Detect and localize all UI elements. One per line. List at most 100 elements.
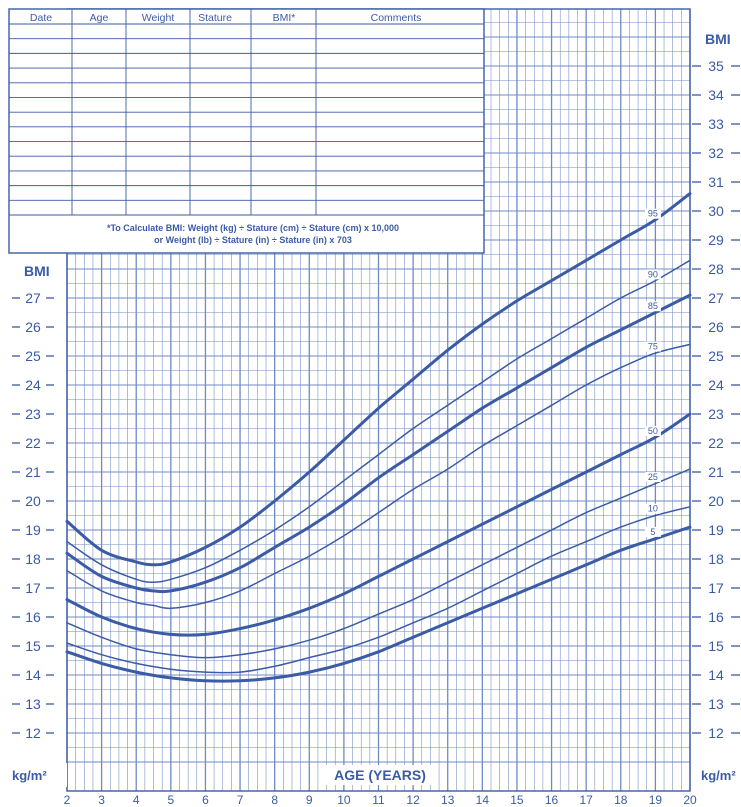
left-tick-box: [12, 464, 48, 480]
right-tick-box: [697, 58, 741, 74]
curve-p50: [65, 412, 692, 637]
left-tick-label: 13: [25, 696, 41, 712]
curve-label-box: [644, 526, 661, 537]
curve-label-box: [644, 472, 661, 483]
right-tick-box: [697, 551, 741, 567]
record-table-background: [8, 8, 485, 254]
left-unit-box: [9, 763, 67, 787]
left-tick-label: 14: [25, 667, 41, 683]
right-tick-label: 21: [708, 464, 724, 480]
curve-label-p85: 85: [648, 301, 658, 311]
x-tick-label: 17: [579, 793, 593, 807]
left-tick-box: [12, 667, 48, 683]
x-tick-label: 10: [337, 793, 351, 807]
right-unit-box: [697, 763, 741, 787]
left-tick-label: 20: [25, 493, 41, 509]
x-tick-label: 2: [64, 793, 71, 807]
right-tick-label: 14: [708, 667, 724, 683]
record-table: Date Age Weight Stature BMI* Comments *T…: [8, 8, 485, 254]
right-tick-box: [697, 406, 741, 422]
bmi-formula-line-2: or Weight (lb) ÷ Stature (in) ÷ Stature …: [154, 235, 352, 245]
left-tick-box: [12, 319, 48, 335]
left-tick-label: 19: [25, 522, 41, 538]
right-tick-box: [697, 145, 741, 161]
curve-p25: [66, 468, 691, 659]
curve-p95: [65, 192, 692, 567]
left-tick-label: 25: [25, 348, 41, 364]
right-tick-box: [697, 377, 741, 393]
x-tick-label: 8: [271, 793, 278, 807]
right-axis-title: BMI: [705, 31, 731, 47]
right-unit-label: kg/m²: [701, 768, 736, 783]
right-tick-label: 33: [708, 116, 724, 132]
curve-label-box: [644, 341, 661, 352]
right-tick-box: [697, 580, 741, 596]
left-tick-label: 15: [25, 638, 41, 654]
table-header-stature: Stature: [198, 12, 232, 24]
x-tick-label: 3: [98, 793, 105, 807]
right-tick-label: 34: [708, 87, 724, 103]
curve-p90: [66, 259, 691, 583]
table-header-age: Age: [90, 12, 109, 24]
left-tick-label: 17: [25, 580, 41, 596]
x-axis-label-strip: [0, 792, 741, 807]
x-tick-label: 15: [510, 793, 524, 807]
right-tick-label: 16: [708, 609, 724, 625]
right-tick-label: 28: [708, 261, 724, 277]
x-tick-label: 12: [406, 793, 420, 807]
right-tick-box: [697, 319, 741, 335]
record-table-lines: [9, 9, 484, 216]
left-tick-box: [12, 638, 48, 654]
left-tick-box: [12, 725, 48, 741]
right-tick-box: [697, 232, 741, 248]
right-tick-box: [697, 261, 741, 277]
curve-label-p50: 50: [648, 426, 658, 436]
left-tick-box: [12, 493, 48, 509]
table-header-bmi: BMI*: [273, 12, 296, 24]
right-tick-box: [697, 435, 741, 451]
left-unit-label: kg/m²: [12, 768, 47, 783]
curve-label-p5: 5: [650, 527, 655, 537]
x-tick-label: 7: [237, 793, 244, 807]
right-tick-label: 24: [708, 377, 724, 393]
right-tick-label: 25: [708, 348, 724, 364]
table-header-date: Date: [30, 12, 52, 24]
right-tick-label: 13: [708, 696, 724, 712]
right-tick-label: 15: [708, 638, 724, 654]
x-tick-label: 4: [133, 793, 140, 807]
curve-label-box: [644, 208, 661, 219]
right-tick-label: 26: [708, 319, 724, 335]
percentile-curves: 95 90 85 75 50 25 10 5: [65, 192, 692, 683]
x-axis-title: AGE (YEARS): [334, 767, 426, 783]
left-tick-label: 12: [25, 725, 41, 741]
right-tick-label: 17: [708, 580, 724, 596]
x-tick-label: 16: [545, 793, 559, 807]
left-tick-box: [12, 522, 48, 538]
x-tick-label: 18: [614, 793, 628, 807]
left-tick-label: 23: [25, 406, 41, 422]
curve-label-box: [644, 269, 661, 280]
x-tick-label: 11: [372, 793, 385, 807]
right-tick-box: [697, 116, 741, 132]
right-tick-box: [697, 522, 741, 538]
curve-p75: [66, 343, 691, 610]
right-tick-label: 22: [708, 435, 724, 451]
left-tick-label: 16: [25, 609, 41, 625]
left-tick-label: 21: [25, 464, 41, 480]
right-tick-box: [697, 174, 741, 190]
curve-label-box: [644, 503, 661, 514]
curve-label-p95: 95: [648, 209, 658, 219]
bmi-formula-line-1: *To Calculate BMI: Weight (kg) ÷ Stature…: [107, 223, 399, 233]
curve-label-box: [644, 425, 661, 436]
x-tick-label: 9: [306, 793, 313, 807]
x-tick-label: 13: [441, 793, 455, 807]
right-tick-label: 18: [708, 551, 724, 567]
curve-label-p10: 10: [648, 504, 658, 514]
axis-layer: 2 3 4 5 6 7 8 9 10 11 12 13 14 15 16 17 18 19 201213141516…: [0, 58, 741, 807]
left-tick-box: [12, 348, 48, 364]
x-tick-label: 19: [649, 793, 663, 807]
right-tick-box: [697, 203, 741, 219]
left-tick-box: [12, 435, 48, 451]
curve-label-p90: 90: [648, 269, 658, 279]
